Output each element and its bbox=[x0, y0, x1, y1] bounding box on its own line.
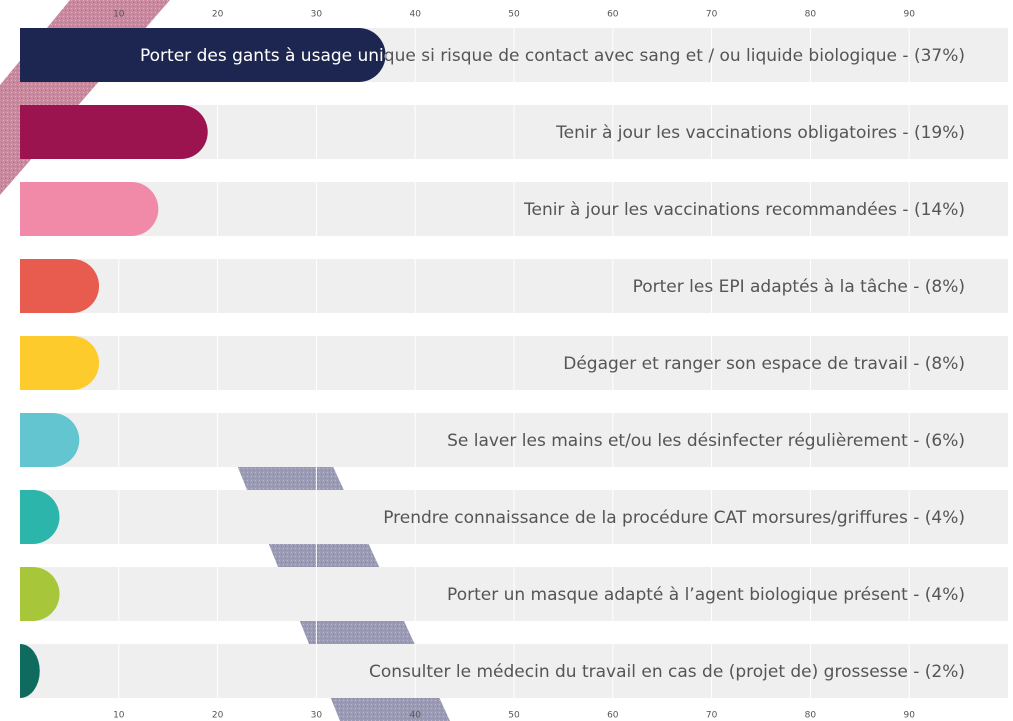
bar bbox=[20, 413, 80, 467]
bar-label: Porter des gants à usage unique si risqu… bbox=[140, 46, 965, 66]
x-tick-label: 70 bbox=[706, 10, 718, 20]
bar bbox=[20, 182, 159, 236]
x-tick-label: 80 bbox=[805, 711, 817, 721]
bar-label: Tenir à jour les vaccinations recommandé… bbox=[523, 200, 965, 220]
bar-label: Porter les EPI adaptés à la tâche - (8%) bbox=[633, 277, 965, 297]
x-tick-label: 10 bbox=[113, 10, 125, 20]
x-tick-label: 70 bbox=[706, 711, 718, 721]
bar bbox=[20, 105, 208, 159]
bar bbox=[20, 259, 100, 313]
x-tick-label: 20 bbox=[212, 10, 224, 20]
x-tick-label: 50 bbox=[508, 711, 520, 721]
bar-label: Porter un masque adapté à l’agent biolog… bbox=[447, 585, 965, 605]
bar-label: Consulter le médecin du travail en cas d… bbox=[369, 662, 965, 682]
x-tick-label: 10 bbox=[113, 711, 125, 721]
x-tick-label: 40 bbox=[409, 10, 421, 20]
bar-label: Prendre connaissance de la procédure CAT… bbox=[383, 508, 965, 528]
x-tick-label: 20 bbox=[212, 711, 224, 721]
x-tick-label: 50 bbox=[508, 10, 520, 20]
bar bbox=[20, 644, 40, 698]
x-tick-label: 60 bbox=[607, 10, 619, 20]
bar-label: Tenir à jour les vaccinations obligatoir… bbox=[555, 123, 965, 143]
x-tick-label: 30 bbox=[311, 711, 323, 721]
bar bbox=[20, 336, 100, 390]
bar bbox=[20, 567, 60, 621]
bar-label: Se laver les mains et/ou les désinfecter… bbox=[447, 431, 965, 451]
x-tick-label: 60 bbox=[607, 711, 619, 721]
x-tick-label: 90 bbox=[903, 711, 915, 721]
x-tick-label: 90 bbox=[903, 10, 915, 20]
bar-label: Dégager et ranger son espace de travail … bbox=[563, 354, 965, 374]
x-tick-label: 80 bbox=[805, 10, 817, 20]
bar bbox=[20, 490, 60, 544]
bar-label: Porter des gants à usage unique si risqu… bbox=[140, 46, 965, 66]
x-tick-label: 30 bbox=[311, 10, 323, 20]
bar bbox=[20, 28, 386, 82]
x-tick-label: 40 bbox=[409, 711, 421, 721]
